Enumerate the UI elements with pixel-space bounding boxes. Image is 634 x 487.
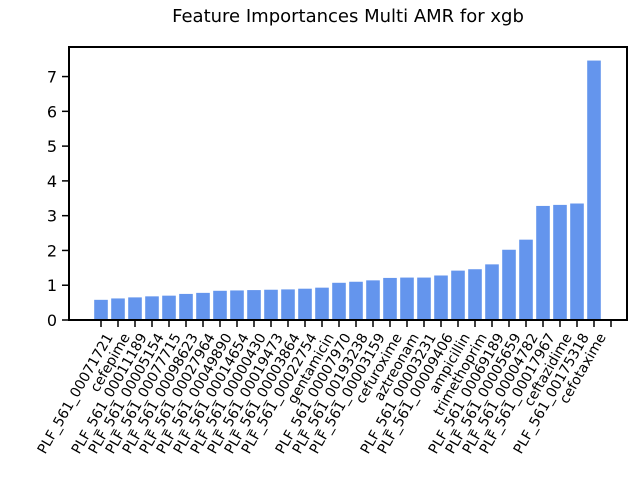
bar [111, 298, 125, 320]
bar [417, 277, 431, 320]
bar [230, 290, 244, 320]
bar [281, 289, 295, 320]
bar [536, 205, 550, 320]
bar [366, 280, 380, 320]
y-axis: 0 1 2 3 4 5 6 7 [47, 68, 69, 330]
bar [468, 269, 482, 320]
bar [298, 288, 312, 320]
bar [553, 204, 567, 320]
y-tick-label: 4 [47, 172, 57, 191]
y-tick-label: 5 [47, 137, 57, 156]
bar [94, 299, 108, 320]
bar [213, 290, 227, 320]
bar [247, 290, 261, 320]
bars-group [94, 60, 601, 321]
bar [315, 287, 329, 320]
x-axis: PLF_561_00071721cefepimePLF_561_00011189… [35, 320, 612, 457]
y-tick-label: 1 [47, 276, 57, 295]
bar [587, 60, 601, 321]
bar [519, 239, 533, 320]
bar [196, 292, 210, 320]
bar [570, 203, 584, 320]
bar [162, 295, 176, 320]
bar [485, 264, 499, 320]
y-tick-label: 0 [47, 311, 57, 330]
plot-frame [68, 46, 628, 321]
chart-title: Feature Importances Multi AMR for xgb [172, 6, 524, 27]
bar [502, 249, 516, 320]
bar [145, 296, 159, 320]
bar [128, 297, 142, 320]
bar [332, 282, 346, 320]
y-tick-label: 2 [47, 241, 57, 260]
bar [349, 281, 363, 320]
y-tick-label: 3 [47, 207, 57, 226]
bar [383, 277, 397, 320]
bar [434, 275, 448, 320]
bar [179, 293, 193, 320]
y-tick-label: 6 [47, 102, 57, 121]
y-tick-label: 7 [47, 68, 57, 87]
bar [264, 289, 278, 320]
bar [400, 277, 414, 320]
bar [451, 270, 465, 320]
